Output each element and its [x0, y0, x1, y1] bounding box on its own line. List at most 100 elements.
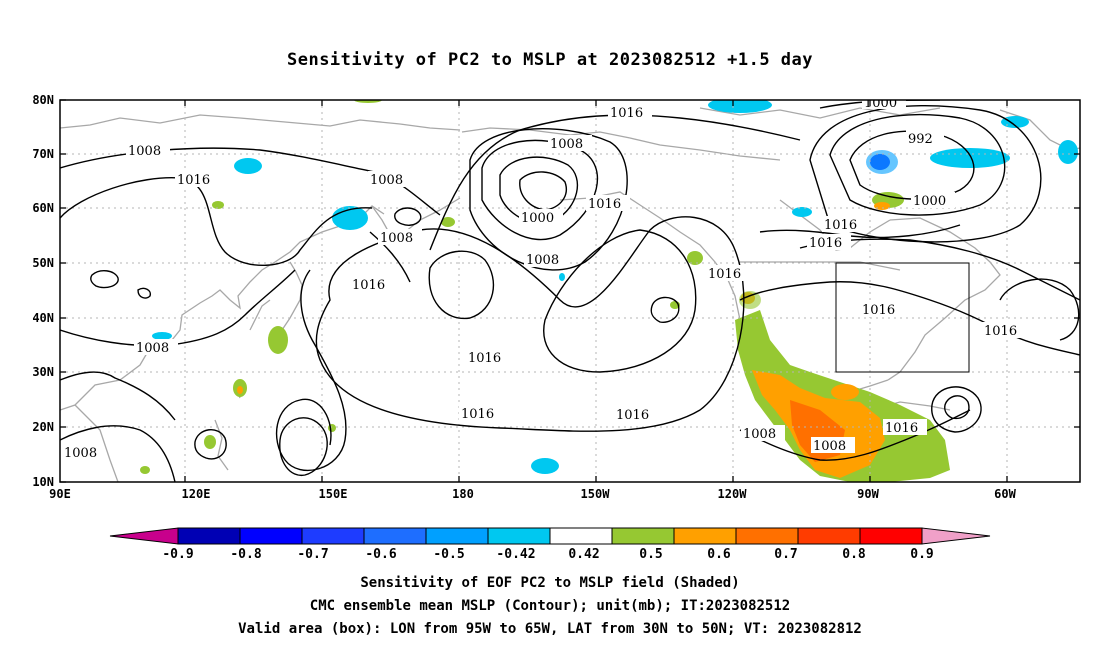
colorbar-cell: [549, 527, 613, 545]
contour-label: 1016: [822, 216, 866, 233]
positive-shading-south: [140, 466, 150, 474]
contour-aleutian-low-1: [481, 139, 599, 241]
contour-label: 1008: [134, 339, 178, 356]
positive-shading-rockies-halo: [739, 291, 761, 309]
svg-text:1000: 1000: [913, 194, 946, 209]
coast-us-border: [740, 261, 901, 271]
contour-label: 1008: [811, 437, 855, 454]
lon-tick-label: 90E: [49, 487, 71, 501]
contour-kamchatka-low: [394, 207, 422, 226]
mslp-contours: [60, 100, 1080, 482]
svg-text:1000: 1000: [864, 96, 897, 111]
colorbar-cell: [673, 527, 737, 545]
svg-text:1008: 1008: [136, 341, 169, 356]
lat-tick-label: 70N: [32, 147, 54, 161]
positive-shading-gulf: [831, 384, 859, 400]
contour-high-inner-c: [650, 296, 680, 323]
colorbar-label: -0.42: [496, 547, 535, 562]
contour-label: 1000: [911, 192, 955, 209]
colorbar-cell: [859, 527, 923, 545]
colorbar-cell: [425, 527, 489, 545]
coast-alaska: [461, 127, 781, 161]
lat-tick-label: 80N: [32, 93, 54, 107]
contour-label: 1016: [614, 406, 658, 423]
colorbar-label: 0.42: [568, 547, 599, 562]
contour-pacific-gyre: [279, 417, 328, 476]
svg-text:1016: 1016: [984, 324, 1017, 339]
colorbar-cell: [177, 527, 241, 545]
lon-tick-label: 120E: [182, 487, 211, 501]
svg-text:1016: 1016: [809, 236, 842, 251]
lat-tick-label: 30N: [32, 365, 54, 379]
positive-shading-china-b: [237, 386, 243, 394]
contour-high-inner-b: [543, 229, 697, 373]
negative-shading-canada: [792, 207, 812, 217]
lat-tick-label: 50N: [32, 256, 54, 270]
contour-asia-low-b: [137, 287, 151, 299]
axis-ticks: [60, 99, 1080, 483]
contour-philippine-low: [194, 429, 227, 460]
positive-shading-siberia: [212, 201, 224, 209]
svg-text:1016: 1016: [610, 106, 643, 121]
lon-tick-label: 60W: [994, 487, 1016, 501]
coast-siberia-north: [60, 114, 461, 131]
negative-shading-greenland: [1001, 116, 1029, 128]
svg-text:1016: 1016: [177, 173, 210, 188]
contour-label: 1016: [175, 171, 219, 188]
colorbar-cell: [301, 527, 365, 545]
contour-aleutian-low-2: [499, 156, 578, 224]
svg-text:992: 992: [908, 132, 933, 147]
valid-area-box: [835, 262, 970, 373]
contour-hudson-low-1000: [829, 113, 1006, 216]
contour-hudson-low-1008: [809, 105, 1042, 243]
colorbar-label: 0.7: [774, 547, 797, 562]
contour-northpacific-low-outer: [429, 114, 801, 251]
negative-shading-china: [152, 332, 172, 340]
lon-tick-label: 150W: [581, 487, 611, 501]
colorbar-label: -0.7: [297, 547, 328, 562]
colorbar-labels: -0.9 -0.8 -0.7 -0.6 -0.5 -0.42 0.42 0.5 …: [162, 547, 933, 562]
colorbar-cell: [363, 527, 427, 545]
svg-text:1000: 1000: [521, 211, 554, 226]
positive-shading-bering: [441, 217, 455, 227]
colorbar-low-end: [109, 527, 179, 545]
coast-canada-east: [887, 217, 1001, 381]
lon-tick-label: 90W: [857, 487, 879, 501]
contour-label: 1008: [368, 171, 412, 188]
colorbar-label: -0.8: [230, 547, 261, 562]
lon-axis-labels: 90E 120E 150E 180 150W 120W 90W 60W: [49, 487, 1016, 501]
contour-asia-low-a: [90, 270, 119, 289]
colorbar-label: 0.9: [910, 547, 933, 562]
svg-text:1008: 1008: [526, 253, 559, 268]
colorbar-cell: [611, 527, 675, 545]
contour-label: 1000: [862, 96, 906, 111]
contour-caribbean-ring: [931, 386, 982, 433]
map-title: Sensitivity of PC2 to MSLP at 2023082512…: [286, 50, 813, 70]
lon-tick-label: 120W: [718, 487, 748, 501]
colorbar-label: -0.9: [162, 547, 193, 562]
contour-label: 1008: [60, 444, 104, 461]
contour-philippine-1016: [60, 371, 176, 421]
contour-label: 1008: [741, 425, 785, 442]
contour-na-1016-a: [739, 281, 1080, 356]
colorbar-cell: [487, 527, 551, 545]
svg-text:1016: 1016: [352, 278, 385, 293]
svg-text:1016: 1016: [588, 197, 621, 212]
svg-text:1008: 1008: [743, 427, 776, 442]
lat-tick-label: 10N: [32, 475, 54, 489]
negative-shading-hudson: [930, 148, 1010, 168]
contour-asia-1008: [60, 269, 296, 347]
caption-shaded: Sensitivity of EOF PC2 to MSLP field (Sh…: [360, 575, 740, 591]
contour-high-inner-a: [428, 250, 495, 320]
caption-contour: CMC ensemble mean MSLP (Contour); unit(m…: [309, 598, 791, 614]
colorbar-label: 0.8: [842, 547, 866, 562]
colorbar-label: -0.6: [365, 547, 396, 562]
svg-text:1008: 1008: [550, 137, 583, 152]
contour-label: 1016: [807, 234, 851, 251]
svg-text:1008: 1008: [128, 144, 161, 159]
svg-text:1016: 1016: [708, 267, 741, 282]
lat-tick-label: 20N: [32, 420, 54, 434]
colorbar: -0.9 -0.8 -0.7 -0.6 -0.5 -0.42 0.42 0.5 …: [109, 527, 991, 562]
contour-label: 1016: [883, 419, 927, 436]
contour-label: 1016: [982, 322, 1026, 339]
